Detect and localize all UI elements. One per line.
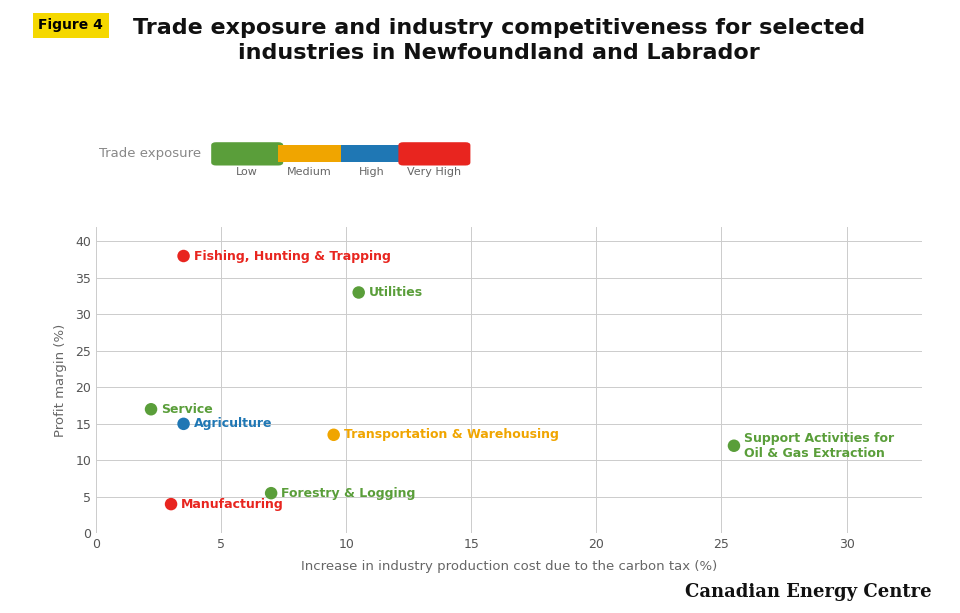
Point — [351, 287, 367, 297]
Y-axis label: Profit margin (%): Profit margin (%) — [54, 324, 67, 436]
Text: Forestry & Logging: Forestry & Logging — [281, 487, 416, 500]
Text: Manufacturing: Manufacturing — [181, 498, 284, 511]
Text: Very High: Very High — [407, 167, 462, 177]
Text: Low: Low — [236, 167, 258, 177]
Point — [176, 251, 191, 261]
Text: High: High — [359, 167, 385, 177]
Text: Agriculture: Agriculture — [194, 417, 272, 430]
Text: Medium: Medium — [287, 167, 332, 177]
Text: Transportation & Warehousing: Transportation & Warehousing — [344, 428, 559, 441]
Point — [143, 405, 158, 414]
Text: Figure 4: Figure 4 — [38, 18, 104, 32]
Text: Support Activities for
Oil & Gas Extraction: Support Activities for Oil & Gas Extract… — [744, 432, 894, 460]
Text: Fishing, Hunting & Trapping: Fishing, Hunting & Trapping — [194, 249, 391, 262]
Point — [326, 430, 342, 440]
Point — [176, 419, 191, 428]
Text: Trade exposure and industry competitiveness for selected
industries in Newfoundl: Trade exposure and industry competitiven… — [133, 18, 865, 63]
Point — [263, 489, 278, 498]
Text: Canadian Energy Centre: Canadian Energy Centre — [684, 583, 931, 601]
Point — [727, 441, 742, 451]
Text: Utilities: Utilities — [369, 286, 422, 299]
X-axis label: Increase in industry production cost due to the carbon tax (%): Increase in industry production cost due… — [300, 560, 717, 573]
Text: Service: Service — [161, 403, 213, 416]
Point — [163, 499, 179, 509]
Text: Trade exposure: Trade exposure — [100, 147, 202, 161]
